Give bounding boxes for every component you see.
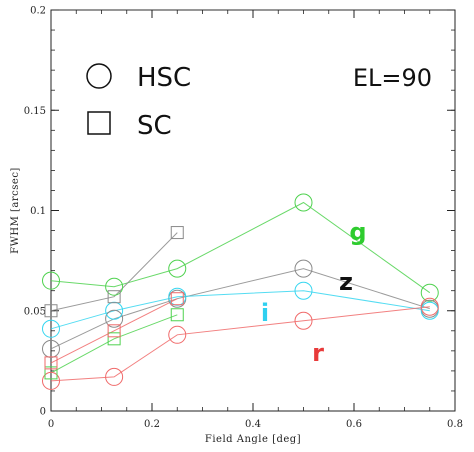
x-tick-label: 0 (48, 419, 54, 430)
point-hsc-g (42, 271, 60, 290)
x-tick-label: 0.6 (346, 419, 362, 430)
elevation-annotation: EL=90 (353, 64, 432, 92)
y-tick-label: 0.2 (30, 6, 46, 17)
x-axis-title: Field Angle [deg] (205, 434, 301, 445)
point-hsc-g (168, 259, 187, 278)
series-lines (50, 201, 431, 382)
point-hsc-r (168, 325, 187, 344)
point-hsc-z (294, 259, 313, 278)
series-label-i: i (261, 299, 269, 327)
point-sc-z (107, 290, 121, 304)
series-line-hsc-r (50, 306, 430, 382)
series-label-r: r (312, 339, 324, 367)
legend-hsc-label: HSC (137, 63, 191, 93)
point-hsc-i (42, 319, 60, 338)
point-hsc-i (294, 281, 313, 300)
point-hsc-r (420, 297, 439, 316)
point-hsc-z (105, 309, 124, 328)
y-tick-label: 0.05 (24, 306, 46, 317)
x-tick-label: 0.2 (144, 419, 160, 430)
point-sc-r (107, 324, 121, 338)
point-sc-g (170, 308, 184, 322)
legend-hsc-marker (86, 63, 112, 89)
text-labels: Field Angle [deg] FWHM [arcsec] HSC SC EL=90… (10, 63, 432, 445)
y-axis-title: FWHM [arcsec] (10, 167, 21, 254)
x-tick-label: 0.8 (447, 419, 463, 430)
series-line-hsc-i (50, 290, 430, 330)
series-label-g: g (349, 218, 366, 246)
point-sc-z (170, 226, 184, 240)
point-hsc-g (105, 277, 124, 296)
x-tick-label: 0.4 (245, 419, 261, 430)
legend-sc-label: SC (137, 111, 172, 141)
legend-sc-marker (87, 111, 111, 135)
axis-ticks: 0 0.2 0.4 0.6 0.8 0 0.05 0.1 0.15 0.2 (24, 6, 463, 431)
point-sc-r (170, 292, 184, 306)
point-sc-g (107, 332, 121, 346)
y-tick-label: 0.15 (24, 106, 46, 117)
point-hsc-g (294, 193, 313, 212)
series-line-hsc-g (50, 201, 431, 294)
series-line-sc-z (50, 232, 178, 312)
series-label-z: z (339, 268, 353, 296)
y-tick-label: 0 (40, 407, 46, 418)
point-hsc-r (294, 311, 313, 330)
series-line-sc-r (50, 298, 178, 364)
series-line-sc-g (50, 314, 178, 374)
point-sc-z (44, 304, 58, 318)
point-hsc-r (105, 367, 124, 386)
point-hsc-i (420, 301, 439, 320)
point-hsc-r (42, 371, 60, 390)
data-points (42, 193, 439, 390)
point-sc-r (44, 356, 58, 370)
y-tick-label: 0.1 (30, 206, 46, 217)
point-hsc-g (420, 283, 439, 302)
point-sc-g (44, 366, 58, 380)
